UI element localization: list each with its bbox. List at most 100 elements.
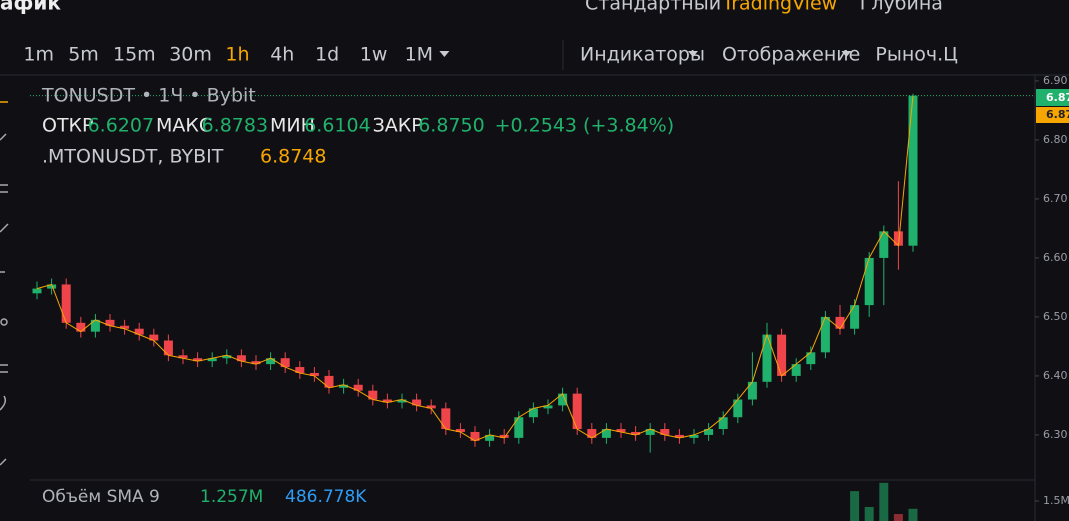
candle-body xyxy=(368,390,378,400)
interval[interactable]: 1m xyxy=(23,44,54,66)
plot-area xyxy=(30,93,1035,521)
candle-body xyxy=(485,434,495,441)
candle-body xyxy=(236,355,246,362)
tab-title[interactable]: афик xyxy=(0,0,61,15)
candle-body xyxy=(777,334,787,376)
volume-label: Объём SMA 9 xyxy=(42,487,160,507)
candle-body xyxy=(207,358,217,362)
interval[interactable]: 1w xyxy=(360,44,388,66)
left-tools xyxy=(0,101,9,466)
candle-body xyxy=(309,372,319,376)
candle-body xyxy=(499,434,509,438)
interval[interactable]: 15m xyxy=(113,44,156,66)
candle-body xyxy=(149,334,159,341)
y-tick-label: 6.80 xyxy=(1043,133,1068,146)
candle-body xyxy=(353,384,363,391)
candle-body xyxy=(718,417,728,430)
legend-mark-symbol: .MTONUSDT, BYBIT xyxy=(42,146,224,168)
candle-body xyxy=(61,284,71,323)
legend-mark-value: 6.8748 xyxy=(260,146,326,168)
candle-body xyxy=(90,319,100,332)
interval[interactable]: 1h xyxy=(225,44,249,66)
y-tick-label: 6.30 xyxy=(1043,428,1068,441)
legend-ohlc: ЗАКР xyxy=(373,115,423,137)
legend-ohlc: +0.2543 (+3.84%) xyxy=(495,115,675,137)
volume-a: 1.257M xyxy=(200,487,263,507)
candle-body xyxy=(470,431,480,441)
price-tag-mark: 6.87 xyxy=(1046,108,1069,121)
menu[interactable]: Рыноч.Ц xyxy=(875,44,958,66)
legend-ohlc: 6.6104 xyxy=(304,115,370,137)
candle-body xyxy=(558,393,568,406)
candle-body xyxy=(134,328,144,335)
candle-body xyxy=(747,381,757,400)
candle-body xyxy=(893,231,903,246)
candle-body xyxy=(572,393,582,430)
candle-body xyxy=(879,231,889,258)
volume-b: 486.778K xyxy=(285,487,367,507)
candle-body xyxy=(806,352,816,365)
candle-body xyxy=(587,429,597,438)
volume-bar xyxy=(879,482,889,521)
candle-body xyxy=(32,288,42,294)
menu[interactable]: Индикаторы xyxy=(580,44,705,66)
y-tick-label: 6.90 xyxy=(1043,74,1068,87)
interval[interactable]: 4h xyxy=(270,44,294,66)
candle-body xyxy=(382,399,392,403)
dropdown-arrow xyxy=(688,51,698,57)
legend-ohlc: МАКС xyxy=(156,115,212,137)
volume-bar xyxy=(850,491,860,521)
interval[interactable]: 1d xyxy=(315,44,339,66)
menu[interactable]: Отображение xyxy=(722,44,860,66)
candle-body xyxy=(645,429,655,435)
candle-body xyxy=(280,358,290,368)
candle-body xyxy=(543,405,553,409)
candle-body xyxy=(441,408,451,430)
volume-bar xyxy=(908,508,918,521)
candle-body xyxy=(631,431,641,435)
mark-price-line xyxy=(36,95,914,442)
candle-body xyxy=(163,340,173,356)
interval[interactable]: 30m xyxy=(169,44,212,66)
price-tag-last: 6.87 xyxy=(1046,91,1069,104)
candle-body xyxy=(850,305,860,329)
view-tab[interactable]: Стандартный xyxy=(585,0,721,15)
candle-body xyxy=(689,434,699,438)
candle-body xyxy=(704,429,714,435)
candle-body xyxy=(528,408,538,418)
view-tab[interactable]: TradingView xyxy=(721,0,837,15)
candle-body xyxy=(251,361,261,365)
candle-body xyxy=(514,417,524,438)
legend-ohlc: МИН xyxy=(270,115,315,137)
volume-tick-label: 1.5M xyxy=(1043,494,1069,507)
candle-body xyxy=(426,405,436,409)
interval[interactable]: 1M xyxy=(405,44,433,66)
candle-body xyxy=(193,358,203,362)
view-tab[interactable]: Глубина xyxy=(860,0,943,15)
candle-body xyxy=(222,355,232,359)
candle-body xyxy=(601,429,611,438)
legend-ohlc: ОТКР xyxy=(42,115,94,137)
price-tag-mark-bg xyxy=(1036,107,1069,123)
y-tick-label: 6.40 xyxy=(1043,369,1068,382)
y-tick-label: 6.70 xyxy=(1043,192,1068,205)
candle-body xyxy=(324,375,334,388)
dropdown-arrow xyxy=(439,51,450,57)
candle-body xyxy=(455,429,465,432)
legend-ohlc: 6.8750 xyxy=(418,115,484,137)
y-tick-label: 6.50 xyxy=(1043,310,1068,323)
candle-body xyxy=(47,284,57,289)
candle-body xyxy=(266,358,276,365)
candle-body xyxy=(105,319,115,326)
interval[interactable]: 5m xyxy=(68,44,99,66)
candle-body xyxy=(339,384,349,388)
candle-body xyxy=(120,325,130,329)
candle-body xyxy=(791,364,801,376)
candle-body xyxy=(733,399,743,418)
y-tick-label: 6.60 xyxy=(1043,251,1068,264)
legend-ohlc: 6.6207 xyxy=(88,115,154,137)
price-tag-last-bg xyxy=(1036,89,1069,106)
candle-body xyxy=(820,316,830,353)
